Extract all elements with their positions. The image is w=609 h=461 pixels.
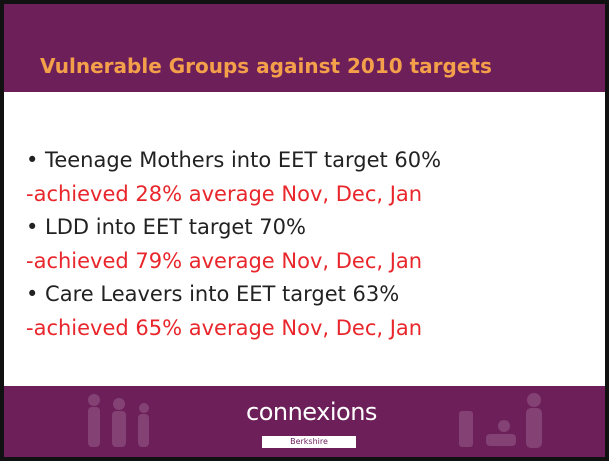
header-rule [4,92,605,95]
slide-title: Vulnerable Groups against 2010 targets [40,54,492,78]
bullet-target: • Care Leavers into EET target 63% [26,282,400,306]
achieved-line: -achieved 65% average Nov, Dec, Jan [26,315,423,340]
logo-subtitle: Berkshire [262,436,356,448]
achieved-line: -achieved 28% average Nov, Dec, Jan [26,181,423,206]
bullet-target: • LDD into EET target 70% [26,215,306,239]
header-band: Vulnerable Groups against 2010 targets [4,4,605,92]
footer-figures [88,393,542,448]
logo-text: connexions [246,398,377,426]
achieved-line: -achieved 79% average Nov, Dec, Jan [26,248,423,273]
bullet-target: • Teenage Mothers into EET target 60% [26,148,442,172]
footer-band: connexions Berkshire [4,386,605,457]
bullet-list: • Teenage Mothers into EET target 60% -ac… [26,144,441,345]
